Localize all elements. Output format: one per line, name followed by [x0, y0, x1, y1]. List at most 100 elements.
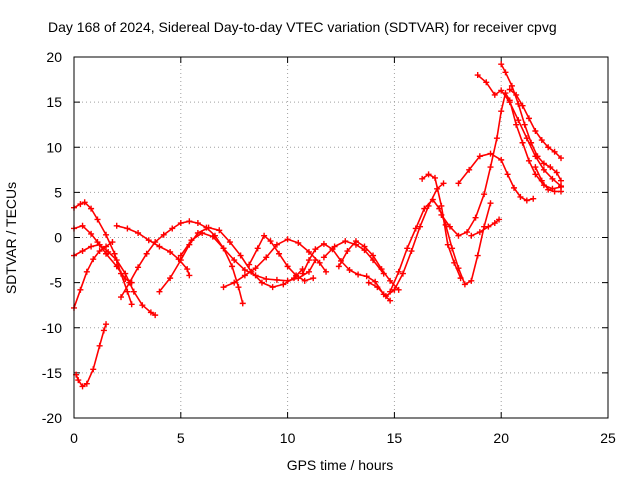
data-point [79, 383, 86, 390]
data-point [100, 327, 107, 334]
plot-frame [73, 56, 609, 419]
data-point [483, 79, 490, 86]
x-tick-label: 20 [493, 430, 509, 446]
data-point [502, 69, 509, 76]
series-track-17 [419, 171, 464, 282]
data-point [365, 279, 372, 286]
data-point [117, 294, 124, 301]
data-point [429, 196, 436, 203]
data-point [444, 241, 451, 248]
data-point [237, 252, 244, 259]
data-point [83, 380, 90, 387]
data-point [273, 276, 280, 283]
data-point [135, 229, 142, 236]
data-point [446, 223, 453, 230]
data-point [558, 177, 565, 184]
data-point [374, 284, 381, 291]
data-point [226, 239, 233, 246]
data-point [122, 276, 129, 283]
data-point [205, 224, 212, 231]
data-point [532, 164, 539, 171]
data-point [487, 164, 494, 171]
data-point [293, 272, 300, 279]
data-point [440, 180, 447, 187]
data-point [472, 214, 479, 221]
data-point [455, 232, 462, 239]
data-point [241, 272, 248, 279]
data-point [525, 115, 532, 122]
data-point [113, 263, 120, 270]
data-point [558, 188, 565, 195]
data-point [361, 247, 368, 254]
data-point [540, 166, 547, 173]
data-point [387, 277, 394, 284]
data-point [553, 169, 560, 176]
data-point [316, 259, 323, 266]
data-point [103, 250, 110, 257]
data-point [370, 257, 377, 264]
data-point [331, 243, 338, 250]
data-point [145, 237, 152, 244]
data-point [139, 302, 146, 309]
data-point [276, 250, 283, 257]
x-tick-label: 25 [600, 430, 616, 446]
data-point [147, 309, 154, 316]
data-point [335, 263, 342, 270]
data-point [135, 264, 142, 271]
data-point [408, 248, 415, 255]
data-point [156, 288, 163, 295]
series-track-20 [468, 216, 503, 239]
data-point [449, 245, 456, 252]
data-point [468, 232, 475, 239]
x-tick-label: 10 [280, 430, 296, 446]
data-point [451, 259, 458, 266]
data-point [295, 239, 302, 246]
data-point [103, 321, 110, 328]
series-track-4 [71, 239, 116, 311]
x-tick-label: 5 [177, 430, 185, 446]
y-tick-label: 20 [46, 49, 62, 65]
series-track-16 [387, 196, 494, 295]
data-point [395, 268, 402, 275]
data-point [88, 205, 95, 212]
data-point [387, 297, 394, 304]
data-point [130, 288, 137, 295]
data-point [305, 257, 312, 264]
data-point [209, 233, 216, 240]
data-point [216, 227, 223, 234]
data-point [545, 186, 552, 193]
data-point [231, 279, 238, 286]
data-point [186, 218, 193, 225]
data-point [79, 222, 86, 229]
data-point [532, 171, 539, 178]
data-point [254, 245, 261, 252]
data-point [103, 231, 110, 238]
data-point [525, 157, 532, 164]
data-point [169, 225, 176, 232]
data-point [229, 263, 236, 270]
data-point [342, 238, 349, 245]
data-point [301, 277, 308, 284]
data-point [235, 284, 242, 291]
data-point [498, 108, 505, 115]
series-track-3 [73, 321, 110, 390]
data-point [457, 275, 464, 282]
data-point [88, 230, 95, 237]
data-point [513, 91, 520, 98]
series-track-19 [438, 90, 565, 239]
series-line [301, 243, 391, 302]
data-point [528, 139, 535, 146]
data-point [269, 284, 276, 291]
y-tick-label: 5 [54, 184, 62, 200]
data-point [96, 248, 103, 255]
plot-area [71, 61, 565, 390]
data-point [199, 229, 206, 236]
data-point [487, 150, 494, 157]
data-point [231, 257, 238, 264]
data-point [177, 252, 184, 259]
data-point [111, 250, 118, 257]
data-point [549, 175, 556, 182]
data-point [493, 135, 500, 142]
data-point [152, 312, 159, 319]
data-point [461, 281, 468, 288]
